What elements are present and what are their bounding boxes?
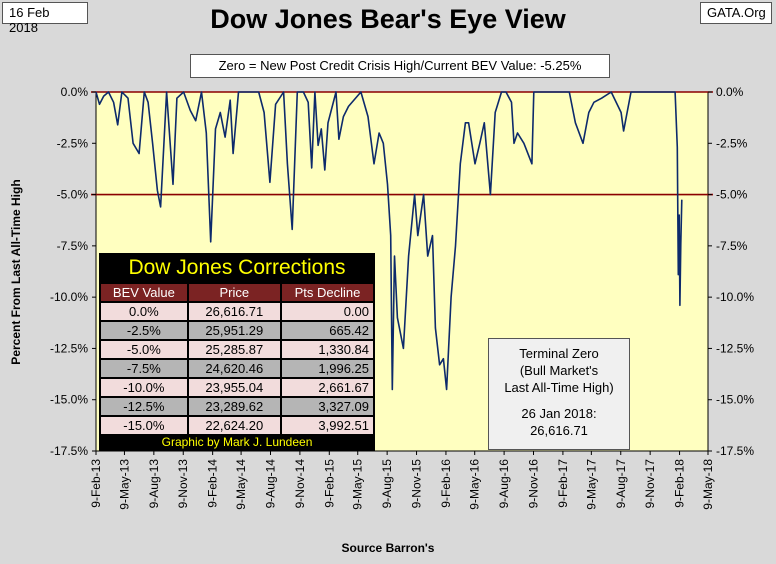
x-tick-label: 9-Aug-14 xyxy=(263,459,277,509)
y-tick-label-right: 0.0% xyxy=(716,85,744,99)
x-tick-label: 9-Nov-16 xyxy=(527,459,541,509)
corrections-table: BEV Value Price Pts Decline 0.0% 26,616.… xyxy=(99,282,375,436)
y-tick-label-right: -15.0% xyxy=(716,393,754,407)
x-tick-label: 9-May-15 xyxy=(351,459,365,510)
price-cell: 23,289.62 xyxy=(188,398,280,415)
table-row: -15.0% 22,624.20 3,992.51 xyxy=(101,417,373,434)
y-tick-label-left: 0.0% xyxy=(61,85,89,99)
y-tick-label-right: -5.0% xyxy=(716,188,748,202)
bev-series-line xyxy=(95,91,683,391)
y-tick-label-left: -12.5% xyxy=(50,341,88,355)
y-tick-label-right: -2.5% xyxy=(716,136,748,150)
price-cell: 24,620.46 xyxy=(188,360,280,377)
terminal-zero-line3: Last All-Time High) xyxy=(504,380,614,395)
header-price: Price xyxy=(188,284,280,301)
table-row: -12.5% 23,289.62 3,327.09 xyxy=(101,398,373,415)
x-tick-label: 9-May-16 xyxy=(468,459,482,510)
x-tick-label: 9-Aug-16 xyxy=(497,459,511,509)
x-tick-label: 9-Feb-18 xyxy=(673,459,687,508)
pts-decline-cell: 1,330.84 xyxy=(281,341,373,358)
y-tick-label-left: -7.5% xyxy=(57,239,89,253)
x-tick-label: 9-Nov-17 xyxy=(643,459,657,509)
y-tick-label-left: -15.0% xyxy=(50,393,88,407)
price-cell: 25,285.87 xyxy=(188,341,280,358)
x-tick-label: 9-May-18 xyxy=(701,459,715,510)
date-label: 16 Feb 2018 xyxy=(2,2,88,35)
x-tick-label: 9-May-13 xyxy=(117,459,131,510)
x-tick-label: 9-Aug-13 xyxy=(147,459,161,509)
y-axis-label: Percent From Last All-Time High xyxy=(9,179,23,365)
x-tick-label: 9-Feb-16 xyxy=(439,459,453,508)
x-tick-label: 9-Nov-15 xyxy=(410,459,424,509)
y-tick-label-left: -5.0% xyxy=(57,188,89,202)
corrections-header-row: BEV Value Price Pts Decline xyxy=(101,284,373,301)
y-axis-label-wrap: Percent From Last All-Time High xyxy=(6,92,26,452)
pts-decline-cell: 665.42 xyxy=(281,322,373,339)
terminal-zero-box: Terminal Zero (Bull Market's Last All-Ti… xyxy=(488,338,630,450)
corrections-table-title: Dow Jones Corrections xyxy=(128,256,346,279)
corrections-table-panel: Dow Jones Corrections BEV Value Price Pt… xyxy=(99,253,375,451)
y-tick-label-right: -12.5% xyxy=(716,341,754,355)
credit-label: Graphic by Mark J. Lundeen xyxy=(161,435,313,449)
pts-decline-cell: 3,327.09 xyxy=(281,398,373,415)
x-tick-label: 9-Nov-13 xyxy=(176,459,190,509)
header-bev-value: BEV Value xyxy=(101,284,187,301)
pts-decline-cell: 2,661.67 xyxy=(281,379,373,396)
bev-value-cell: -5.0% xyxy=(101,341,187,358)
pts-decline-cell: 0.00 xyxy=(281,303,373,320)
table-row: -5.0% 25,285.87 1,330.84 xyxy=(101,341,373,358)
table-row: -10.0% 23,955.04 2,661.67 xyxy=(101,379,373,396)
chart-subtitle: Zero = New Post Credit Crisis High/Curre… xyxy=(190,54,610,78)
price-cell: 23,955.04 xyxy=(188,379,280,396)
x-tick-label: 9-Feb-15 xyxy=(322,459,336,508)
y-tick-label-left: -2.5% xyxy=(57,136,89,150)
y-tick-label-right: -17.5% xyxy=(716,444,754,458)
bev-value-cell: 0.0% xyxy=(101,303,187,320)
x-tick-label: 9-Nov-14 xyxy=(293,459,307,509)
bev-value-cell: -2.5% xyxy=(101,322,187,339)
pts-decline-cell: 3,992.51 xyxy=(281,417,373,434)
price-cell: 22,624.20 xyxy=(188,417,280,434)
bev-value-cell: -10.0% xyxy=(101,379,187,396)
site-label: GATA.Org xyxy=(700,2,772,24)
x-tick-label: 9-May-17 xyxy=(584,459,598,510)
x-tick-label: 9-Feb-17 xyxy=(556,459,570,508)
x-axis-label: Source Barron's xyxy=(341,541,435,555)
y-tick-label-right: -10.0% xyxy=(716,290,754,304)
terminal-zero-line1: Terminal Zero xyxy=(519,346,599,361)
x-tick-label: 9-Aug-15 xyxy=(380,459,394,509)
spacer xyxy=(489,396,629,405)
bev-value-cell: -15.0% xyxy=(101,417,187,434)
pts-decline-cell: 1,996.25 xyxy=(281,360,373,377)
terminal-zero-line5: 26,616.71 xyxy=(530,423,588,438)
x-tick-label: 9-Feb-13 xyxy=(89,459,103,508)
y-tick-label-left: -17.5% xyxy=(50,444,88,458)
terminal-zero-line4: 26 Jan 2018: xyxy=(521,406,597,421)
table-row: -2.5% 25,951.29 665.42 xyxy=(101,322,373,339)
table-row: -7.5% 24,620.46 1,996.25 xyxy=(101,360,373,377)
table-row: 0.0% 26,616.71 0.00 xyxy=(101,303,373,320)
y-tick-label-right: -7.5% xyxy=(716,239,748,253)
bev-value-cell: -7.5% xyxy=(101,360,187,377)
bev-value-cell: -12.5% xyxy=(101,398,187,415)
x-tick-label: 9-Feb-14 xyxy=(206,459,220,508)
x-tick-label: 9-Aug-17 xyxy=(614,459,628,509)
price-cell: 25,951.29 xyxy=(188,322,280,339)
chart-title: Dow Jones Bear's Eye View xyxy=(210,4,566,34)
y-tick-label-left: -10.0% xyxy=(50,290,88,304)
price-cell: 26,616.71 xyxy=(188,303,280,320)
x-tick-label: 9-May-14 xyxy=(234,459,248,510)
header-pts-decline: Pts Decline xyxy=(281,284,373,301)
terminal-zero-line2: (Bull Market's xyxy=(519,363,599,378)
